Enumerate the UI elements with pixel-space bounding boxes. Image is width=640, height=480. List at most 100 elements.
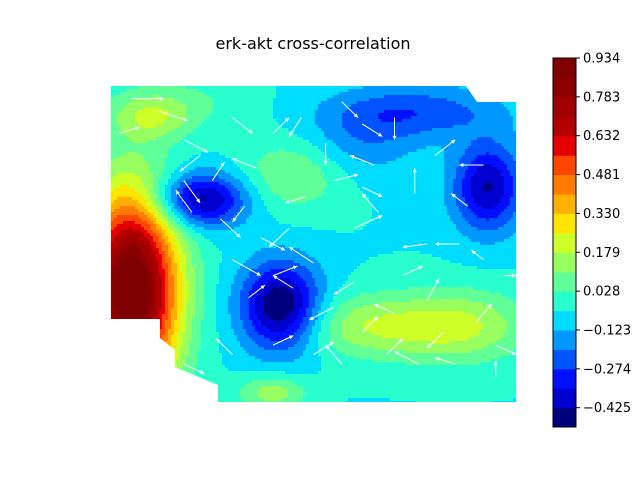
contour-cell: [189, 158, 193, 162]
contour-cell: [414, 152, 418, 156]
contour-cell: [477, 188, 481, 192]
contour-cell: [237, 146, 241, 150]
contour-cell: [144, 95, 148, 99]
contour-cell: [186, 194, 190, 198]
contour-cell: [297, 158, 301, 162]
contour-cell: [504, 98, 508, 102]
contour-cell: [420, 137, 424, 141]
contour-cell: [285, 158, 289, 162]
contour-cell: [378, 161, 382, 165]
contour-cell: [213, 128, 217, 132]
contour-cell: [507, 131, 511, 135]
contour-cell: [423, 116, 427, 120]
contour-cell: [309, 137, 313, 141]
contour-cell: [120, 116, 124, 120]
contour-cell: [306, 191, 310, 195]
contour-cell: [507, 155, 511, 159]
contour-cell: [120, 143, 124, 147]
contour-cell: [174, 122, 178, 126]
contour-cell: [186, 149, 190, 153]
contour-cell: [153, 191, 157, 195]
contour-cell: [237, 182, 241, 186]
contour-cell: [117, 185, 121, 189]
contour-cell: [327, 149, 331, 153]
contour-cell: [261, 134, 265, 138]
contour-cell: [354, 140, 358, 144]
contour-cell: [240, 119, 244, 123]
contour-cell: [336, 92, 340, 96]
contour-cell: [240, 173, 244, 177]
contour-cell: [204, 134, 208, 138]
contour-cell: [201, 182, 205, 186]
contour-cell: [219, 188, 223, 192]
contour-cell: [150, 194, 154, 198]
contour-cell: [153, 182, 157, 186]
contour-cell: [333, 110, 337, 114]
contour-cell: [468, 179, 472, 183]
contour-cell: [333, 194, 337, 198]
contour-cell: [366, 89, 370, 93]
contour-cell: [429, 191, 433, 195]
contour-cell: [483, 152, 487, 156]
contour-cell: [336, 155, 340, 159]
contour-cell: [321, 146, 325, 150]
contour-cell: [267, 104, 271, 108]
contour-cell: [135, 122, 139, 126]
contour-cell: [186, 158, 190, 162]
contour-cell: [312, 116, 316, 120]
contour-cell: [126, 125, 130, 129]
contour-cell: [297, 161, 301, 165]
contour-cell: [513, 119, 516, 123]
contour-cell: [495, 128, 499, 132]
contour-cell: [330, 173, 334, 177]
contour-cell: [285, 140, 289, 144]
contour-cell: [417, 107, 421, 111]
contour-cell: [315, 110, 319, 114]
contour-cell: [291, 167, 295, 171]
contour-cell: [375, 185, 379, 189]
contour-cell: [381, 170, 385, 174]
contour-cell: [201, 149, 205, 153]
contour-cell: [153, 95, 157, 99]
contour-cell: [360, 134, 364, 138]
contour-cell: [261, 113, 265, 117]
contour-cell: [456, 161, 460, 165]
contour-cell: [384, 161, 388, 165]
contour-cell: [264, 149, 268, 153]
contour-cell: [300, 113, 304, 117]
contour-cell: [456, 131, 460, 135]
contour-cell: [426, 89, 430, 93]
contour-cell: [159, 164, 163, 168]
contour-cell: [150, 143, 154, 147]
contour-cell: [378, 149, 382, 153]
contour-cell: [351, 188, 355, 192]
contour-cell: [282, 140, 286, 144]
contour-cell: [201, 143, 205, 147]
contour-cell: [507, 116, 511, 120]
contour-cell: [507, 176, 511, 180]
contour-cell: [129, 119, 133, 123]
contour-cell: [114, 86, 118, 90]
contour-cell: [351, 113, 355, 117]
contour-cell: [501, 128, 505, 132]
contour-cell: [117, 101, 121, 105]
contour-cell: [303, 194, 307, 198]
contour-cell: [246, 173, 250, 177]
contour-cell: [288, 101, 292, 105]
contour-cell: [294, 137, 298, 141]
contour-cell: [294, 146, 298, 150]
contour-cell: [174, 113, 178, 117]
contour-cell: [489, 188, 493, 192]
contour-cell: [483, 110, 487, 114]
contour-cell: [351, 116, 355, 120]
contour-cell: [180, 107, 184, 111]
contour-cell: [129, 95, 133, 99]
contour-cell: [168, 134, 172, 138]
contour-cell: [249, 113, 253, 117]
contour-cell: [447, 149, 451, 153]
contour-cell: [219, 125, 223, 129]
contour-cell: [117, 155, 121, 159]
contour-cell: [216, 86, 220, 90]
contour-cell: [297, 116, 301, 120]
contour-cell: [183, 185, 187, 189]
